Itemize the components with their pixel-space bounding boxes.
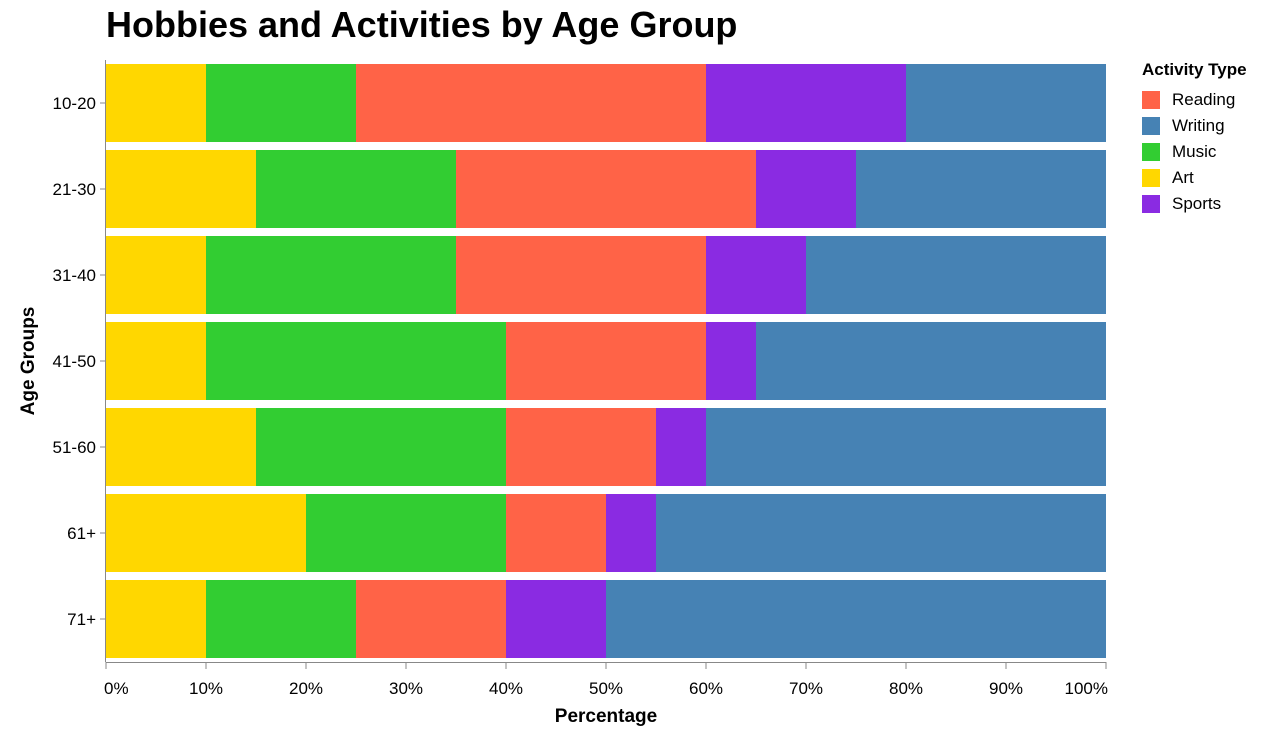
legend-item-reading: Reading (1142, 87, 1247, 113)
bar-61+-sports (606, 494, 656, 572)
bar-71+-art (106, 580, 206, 658)
bar-61+-art (106, 494, 306, 572)
bar-51-60-art (106, 408, 256, 486)
y-tick-label: 21-30 (53, 180, 96, 199)
legend-items: Reading Writing Music Art Sports (1142, 87, 1247, 217)
y-tick-label: 31-40 (53, 266, 96, 285)
x-tick-label: 100% (1065, 679, 1108, 698)
bar-71+-music (206, 580, 356, 658)
y-tick-label: 71+ (67, 610, 96, 629)
x-axis-title: Percentage (555, 706, 657, 727)
x-tick-label: 40% (489, 679, 523, 698)
x-tick-label: 0% (104, 679, 129, 698)
x-tick-label: 10% (189, 679, 223, 698)
y-tick-label: 61+ (67, 524, 96, 543)
legend-swatch (1142, 91, 1160, 109)
bar-31-40-music (206, 236, 456, 314)
bar-41-50-sports (706, 322, 756, 400)
bar-51-60-reading (506, 408, 656, 486)
axes-layer: 10-20 21-30 31-40 41-50 51-60 61+ 71+ 0% 10% 20% 3… (18, 60, 1108, 727)
bar-61+-reading (506, 494, 606, 572)
bar-71+-reading (356, 580, 506, 658)
legend-item-art: Art (1142, 165, 1247, 191)
bar-21-30-art (106, 150, 256, 228)
legend-swatch (1142, 117, 1160, 135)
x-tick-label: 50% (589, 679, 623, 698)
x-tick-label: 90% (989, 679, 1023, 698)
bars-layer (106, 64, 1106, 658)
bar-41-50-music (206, 322, 506, 400)
x-tick-label: 60% (689, 679, 723, 698)
bar-31-40-sports (706, 236, 806, 314)
legend-label: Reading (1172, 90, 1236, 109)
bar-10-20-music (206, 64, 356, 142)
y-tick-label: 10-20 (53, 94, 96, 113)
y-tick-label: 51-60 (53, 438, 96, 457)
bar-41-50-reading (506, 322, 706, 400)
legend-item-sports: Sports (1142, 191, 1247, 217)
x-tick-label: 80% (889, 679, 923, 698)
y-tick-label: 41-50 (53, 352, 96, 371)
legend: Activity Type Reading Writing Music Art Spor… (1142, 60, 1247, 217)
bar-21-30-writing (856, 150, 1106, 228)
bar-71+-sports (506, 580, 606, 658)
bar-31-40-reading (456, 236, 706, 314)
bar-10-20-art (106, 64, 206, 142)
bar-31-40-writing (806, 236, 1106, 314)
legend-label: Art (1172, 168, 1194, 187)
bar-51-60-writing (706, 408, 1106, 486)
bar-61+-writing (656, 494, 1106, 572)
bar-71+-writing (606, 580, 1106, 658)
y-axis-title: Age Groups (18, 307, 39, 416)
bar-10-20-reading (356, 64, 706, 142)
bar-41-50-art (106, 322, 206, 400)
legend-item-music: Music (1142, 139, 1247, 165)
legend-swatch (1142, 143, 1160, 161)
x-tick-label: 70% (789, 679, 823, 698)
bar-51-60-sports (656, 408, 706, 486)
bar-21-30-reading (456, 150, 756, 228)
x-tick-label: 30% (389, 679, 423, 698)
legend-title: Activity Type (1142, 60, 1247, 79)
bar-51-60-music (256, 408, 506, 486)
legend-swatch (1142, 169, 1160, 187)
bar-21-30-sports (756, 150, 856, 228)
legend-label: Writing (1172, 116, 1225, 135)
chart-title: Hobbies and Activities by Age Group (106, 4, 738, 45)
bar-10-20-writing (906, 64, 1106, 142)
legend-swatch (1142, 195, 1160, 213)
legend-label: Music (1172, 142, 1217, 161)
bar-10-20-sports (706, 64, 906, 142)
legend-item-writing: Writing (1142, 113, 1247, 139)
bar-61+-music (306, 494, 506, 572)
bar-31-40-art (106, 236, 206, 314)
bar-21-30-music (256, 150, 456, 228)
bar-41-50-writing (756, 322, 1106, 400)
x-tick-label: 20% (289, 679, 323, 698)
legend-label: Sports (1172, 194, 1222, 213)
